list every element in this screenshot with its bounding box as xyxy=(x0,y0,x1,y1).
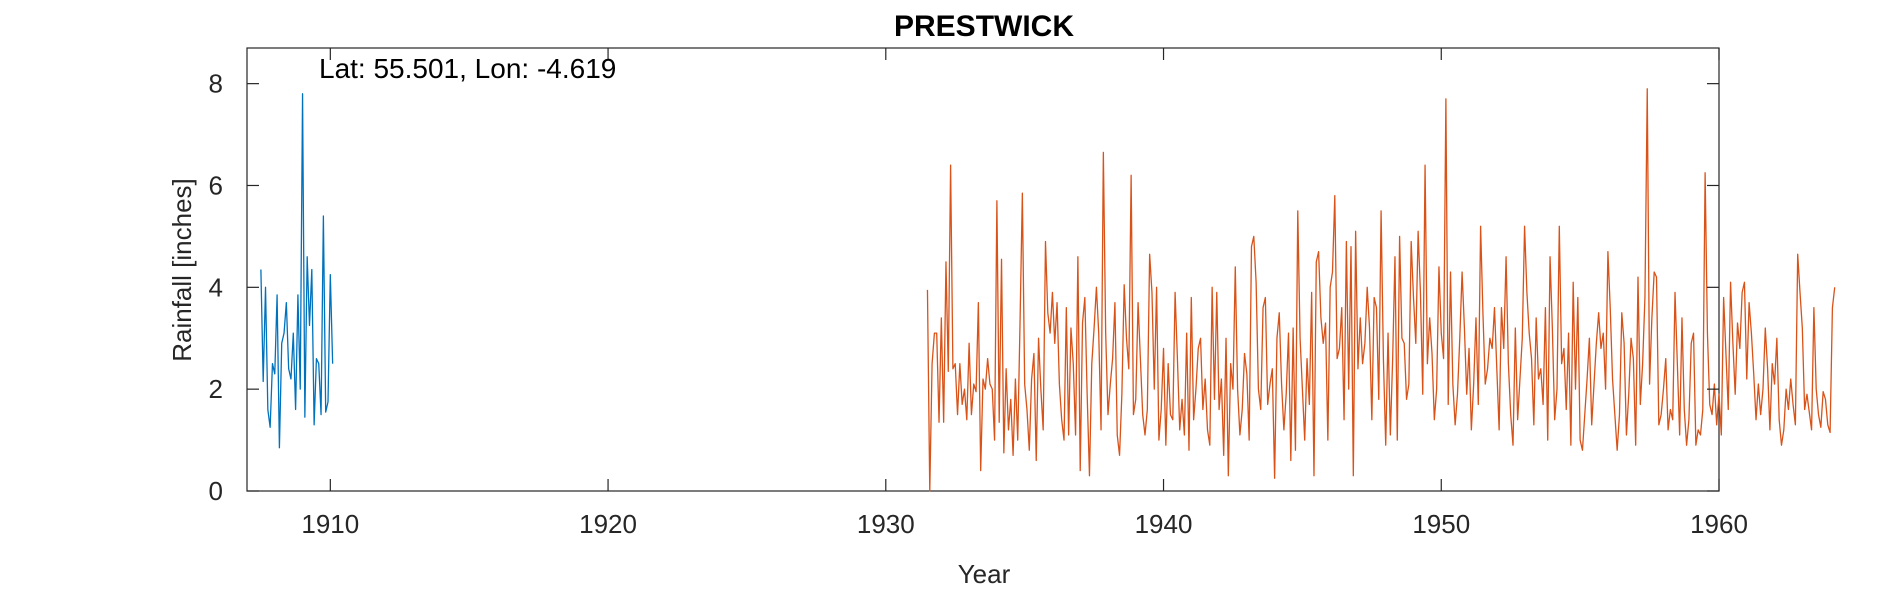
y-tick-label: 6 xyxy=(209,170,223,200)
x-tick-label: 1910 xyxy=(301,509,359,539)
axes-frame xyxy=(246,47,1720,492)
x-tick-label: 1920 xyxy=(579,509,637,539)
chart-title: PRESTWICK xyxy=(894,10,1074,43)
y-axis-label: Rainfall [inches] xyxy=(167,178,197,362)
x-tick-label: 1930 xyxy=(857,509,915,539)
location-annotation: Lat: 55.501, Lon: -4.619 xyxy=(319,53,616,84)
x-tick-label: 1960 xyxy=(1690,509,1748,539)
y-tick-label: 2 xyxy=(209,374,223,404)
ticks-group: 1910 1920 1930 1940 1950 1960 0 2 4 6 8 xyxy=(209,48,1748,539)
series-group xyxy=(260,88,1836,492)
x-axis-label: Year xyxy=(958,559,1011,589)
y-tick-label: 0 xyxy=(209,476,223,506)
plot-area: 1910 1920 1930 1940 1950 1960 0 2 4 6 8 xyxy=(209,47,1836,539)
y-tick-label: 8 xyxy=(209,69,223,99)
y-tick-label: 4 xyxy=(209,272,223,302)
series-line-1 xyxy=(260,93,334,449)
x-tick-label: 1950 xyxy=(1412,509,1470,539)
x-tick-label: 1940 xyxy=(1135,509,1193,539)
series-line-2 xyxy=(926,88,1836,492)
